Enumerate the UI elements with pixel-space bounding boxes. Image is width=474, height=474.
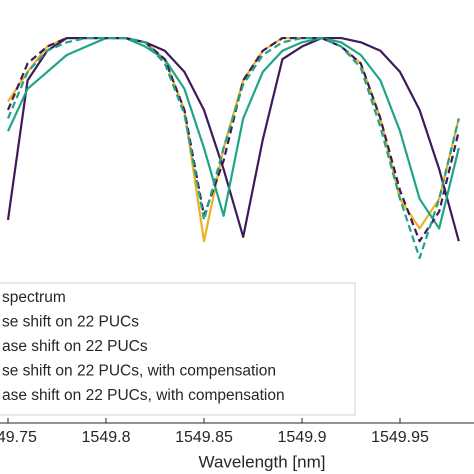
series-line — [7, 36, 460, 230]
x-tick-label: 1549.85 — [175, 429, 233, 446]
series-line — [6, 36, 460, 243]
legend-label: spectrum — [2, 289, 66, 306]
legend-label: se shift on 22 PUCs — [2, 314, 139, 331]
legend-label: se shift on 22 PUCs, with compensation — [2, 363, 276, 380]
x-tick-label: 1549.95 — [371, 429, 429, 446]
x-tick-label: 1549.9 — [278, 429, 327, 446]
x-axis-label: Wavelength [nm] — [199, 452, 326, 471]
legend-label: ase shift on 22 PUCs, with compensation — [2, 387, 285, 404]
x-tick-label: 1549.75 — [0, 429, 37, 446]
x-tick-label: 1549.8 — [82, 429, 131, 446]
legend-label: ase shift on 22 PUCs — [2, 338, 148, 355]
series-line — [6, 36, 460, 260]
legend-box — [0, 282, 356, 416]
